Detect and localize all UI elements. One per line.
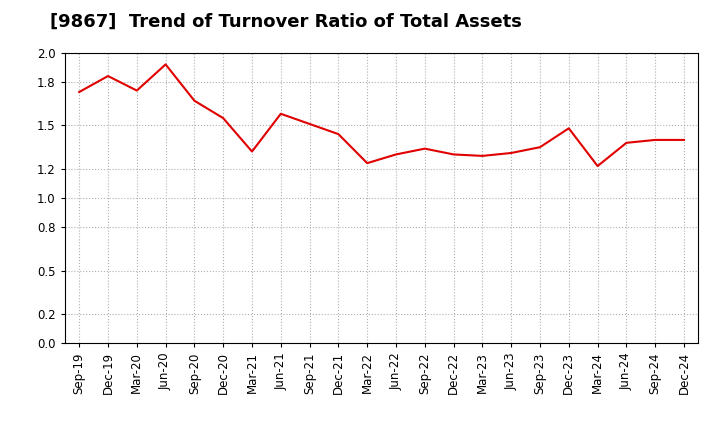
Text: [9867]  Trend of Turnover Ratio of Total Assets: [9867] Trend of Turnover Ratio of Total …	[50, 13, 522, 31]
